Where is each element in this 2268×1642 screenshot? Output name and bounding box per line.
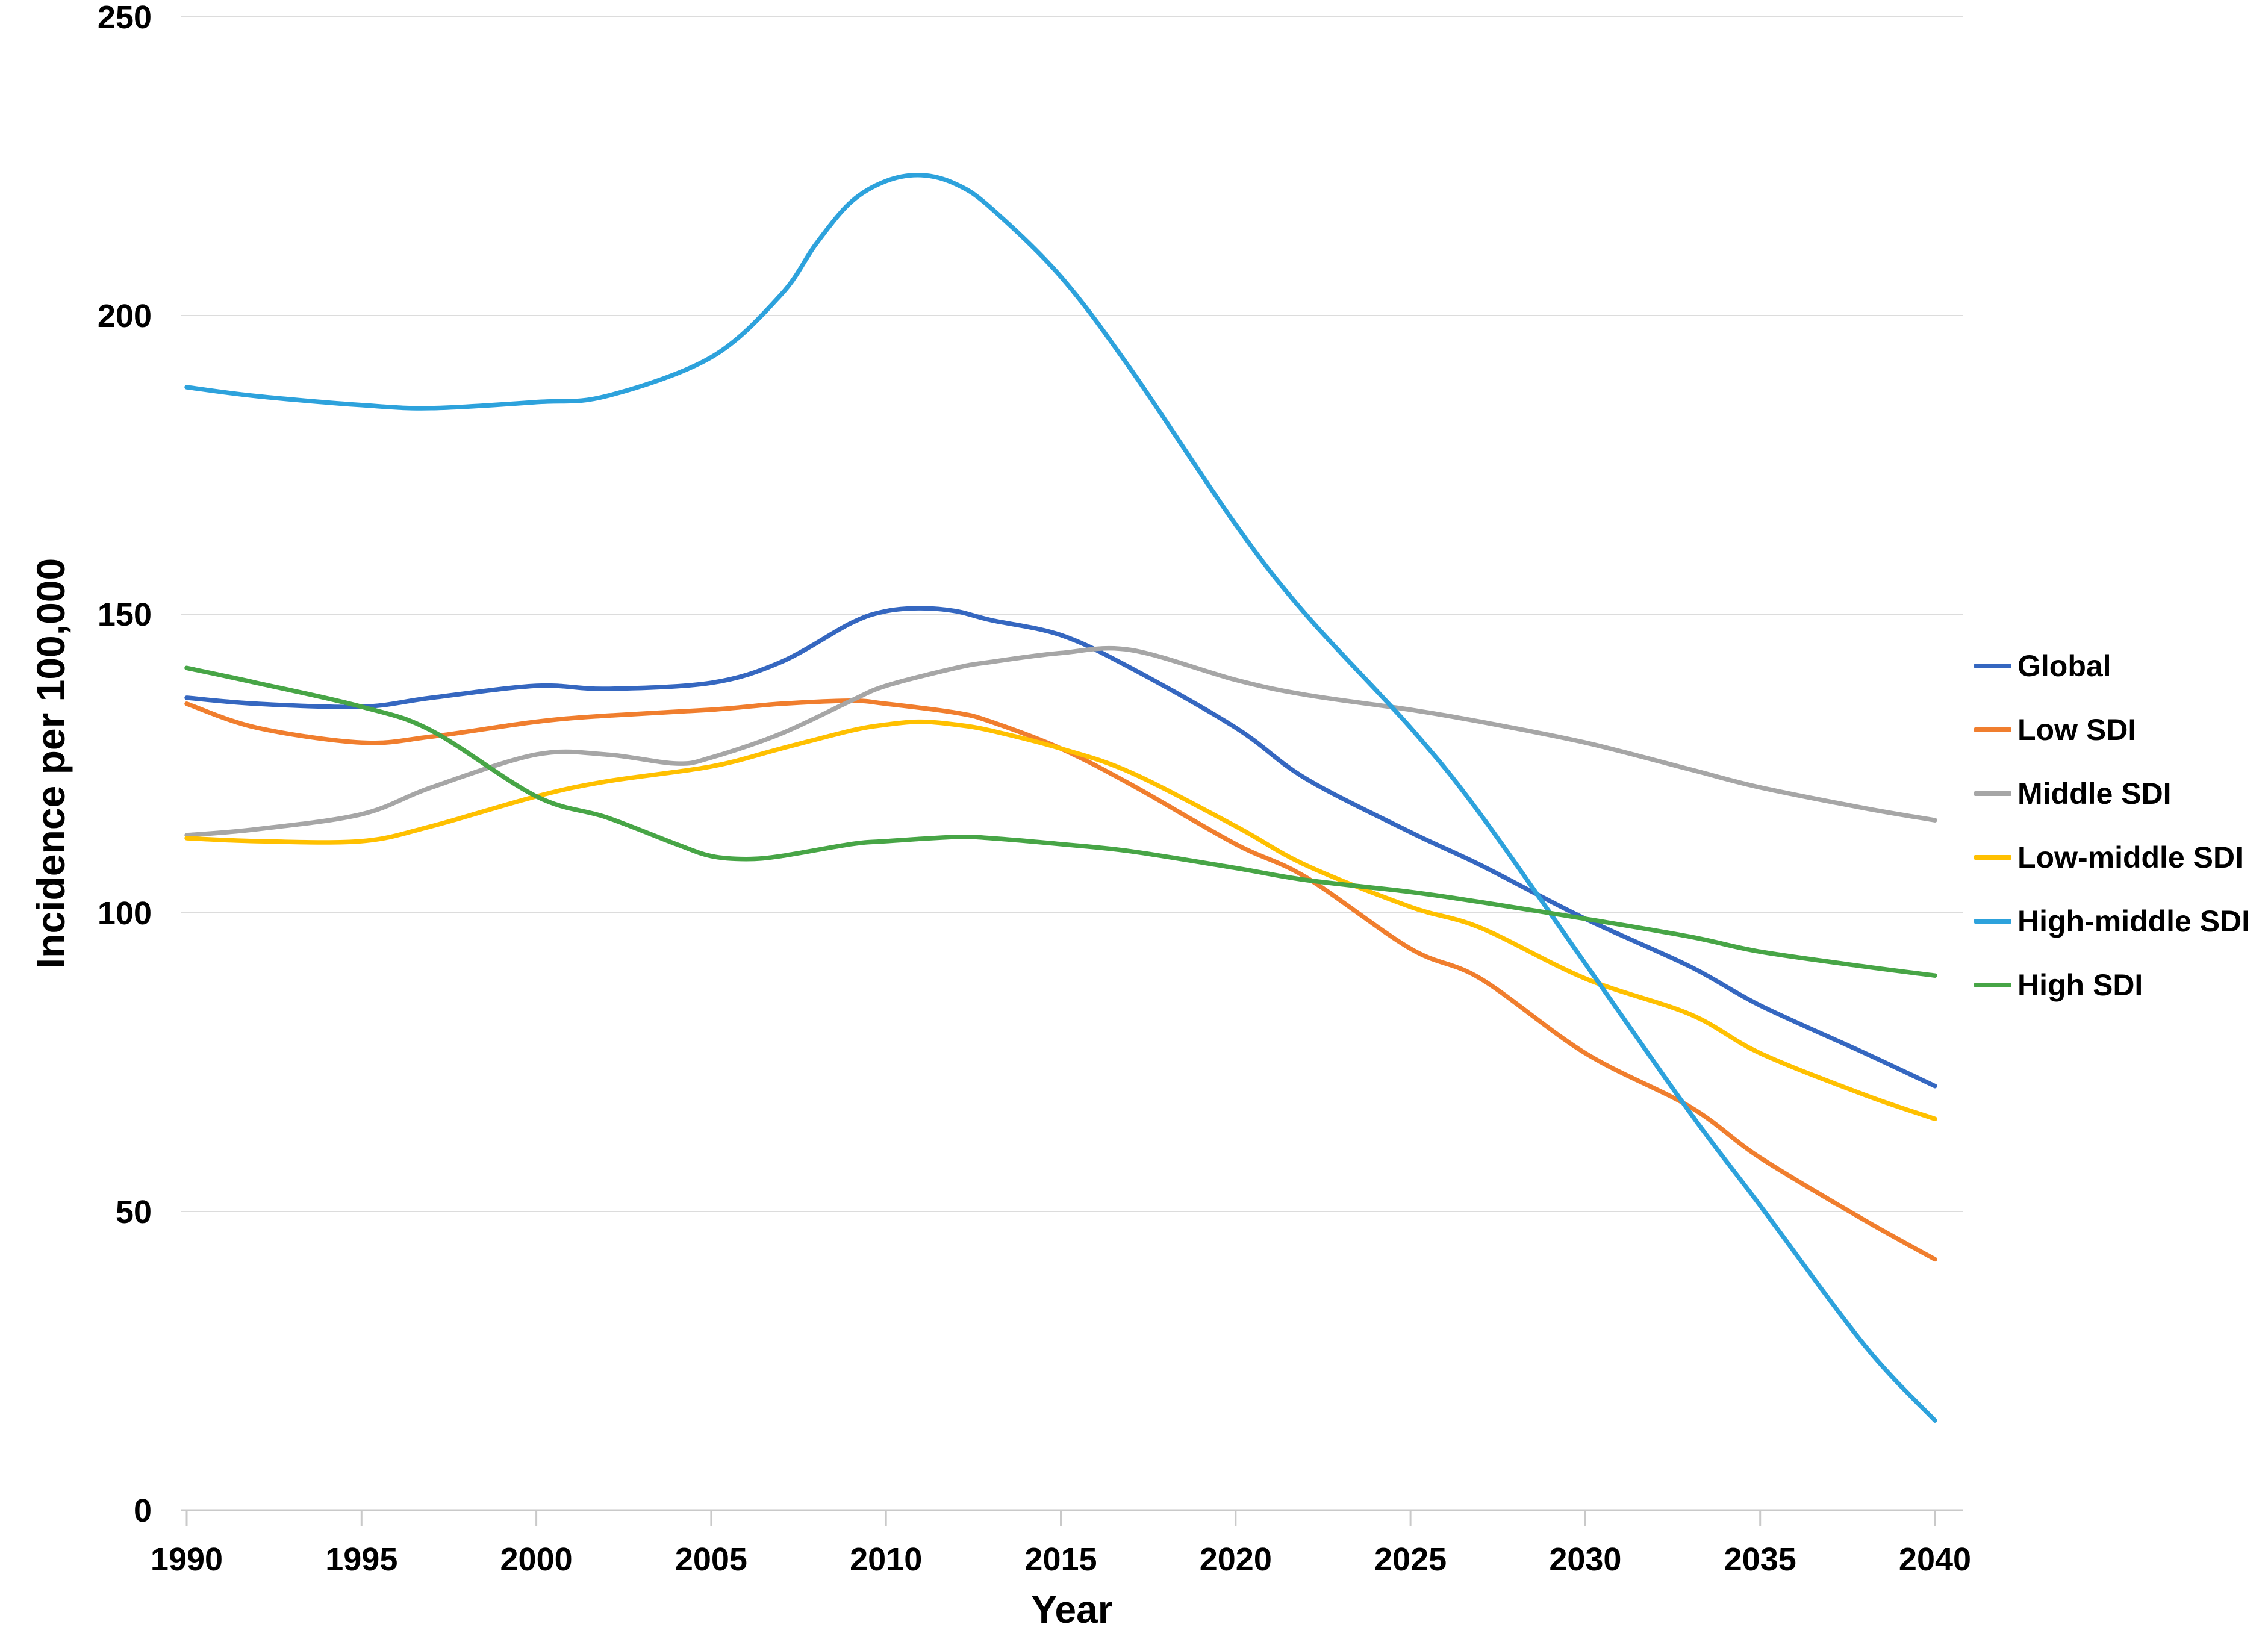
y-tick-label-150: 150 (98, 597, 152, 633)
series-line-high-middle-sdi (184, 173, 1937, 1423)
legend-label-global: Global (2017, 649, 2111, 683)
x-tick-label-2025: 2025 (1374, 1541, 1447, 1578)
legend-label-high-middle-sdi: High-middle SDI (2017, 904, 2251, 938)
x-tick-label-2015: 2015 (1024, 1541, 1097, 1578)
y-axis-title: Incidence per 100,000 (28, 558, 73, 969)
x-tick-label-2035: 2035 (1724, 1541, 1796, 1578)
series-lines (184, 173, 1937, 1423)
legend-label-low-middle-sdi: Low-middle SDI (2017, 841, 2243, 874)
legend-item-low-sdi: Low SDI (1974, 712, 2136, 748)
y-tick-label-200: 200 (98, 298, 152, 334)
axis-tick-marks (185, 1510, 1936, 1526)
tick-labels: 0 50 100 150 200 250 1990 1995 2000 2005 2010 2015 2… (98, 0, 1971, 1578)
legend-item-low-middle-sdi: Low-middle SDI (1974, 839, 2243, 875)
legend-item-middle-sdi: Middle SDI (1974, 776, 2172, 812)
legend-item-high-sdi: High SDI (1974, 967, 2143, 1003)
x-tick-label-1995: 1995 (325, 1541, 397, 1578)
legend-item-high-middle-sdi: High-middle SDI (1974, 903, 2250, 939)
x-tick-label-2005: 2005 (675, 1541, 747, 1578)
x-tick-label-2020: 2020 (1200, 1541, 1272, 1578)
x-tick-label-1990: 1990 (151, 1541, 223, 1578)
legend-swatch-low-middle-sdi-icon (1974, 855, 2011, 860)
y-tick-label-0: 0 (134, 1493, 152, 1529)
series-line-global (184, 606, 1937, 1089)
y-tick-label-250: 250 (98, 0, 152, 36)
gridlines (181, 16, 1963, 1511)
y-tick-label-50: 50 (116, 1194, 152, 1230)
legend-swatch-global-icon (1974, 664, 2011, 668)
legend-swatch-middle-sdi-icon (1974, 791, 2011, 796)
legend-swatch-high-sdi-icon (1974, 983, 2011, 987)
series-line-middle-sdi (184, 645, 1937, 838)
legend-swatch-high-middle-sdi-icon (1974, 919, 2011, 924)
x-axis-title: Year (1031, 1588, 1113, 1631)
legend-swatch-low-sdi-icon (1974, 727, 2011, 732)
legend-item-global: Global (1974, 648, 2111, 684)
series-line-low-middle-sdi (184, 719, 1937, 1121)
legend-label-high-sdi: High SDI (2017, 968, 2143, 1002)
x-tick-label-2040: 2040 (1899, 1541, 1971, 1578)
x-tick-label-2030: 2030 (1549, 1541, 1621, 1578)
series-line-high-sdi (184, 665, 1937, 978)
x-tick-label-2000: 2000 (500, 1541, 573, 1578)
series-line-low-sdi (184, 698, 1937, 1262)
legend-label-low-sdi: Low SDI (2017, 713, 2137, 747)
x-tick-label-2010: 2010 (850, 1541, 922, 1578)
y-tick-label-100: 100 (98, 895, 152, 931)
legend-label-middle-sdi: Middle SDI (2017, 777, 2172, 810)
